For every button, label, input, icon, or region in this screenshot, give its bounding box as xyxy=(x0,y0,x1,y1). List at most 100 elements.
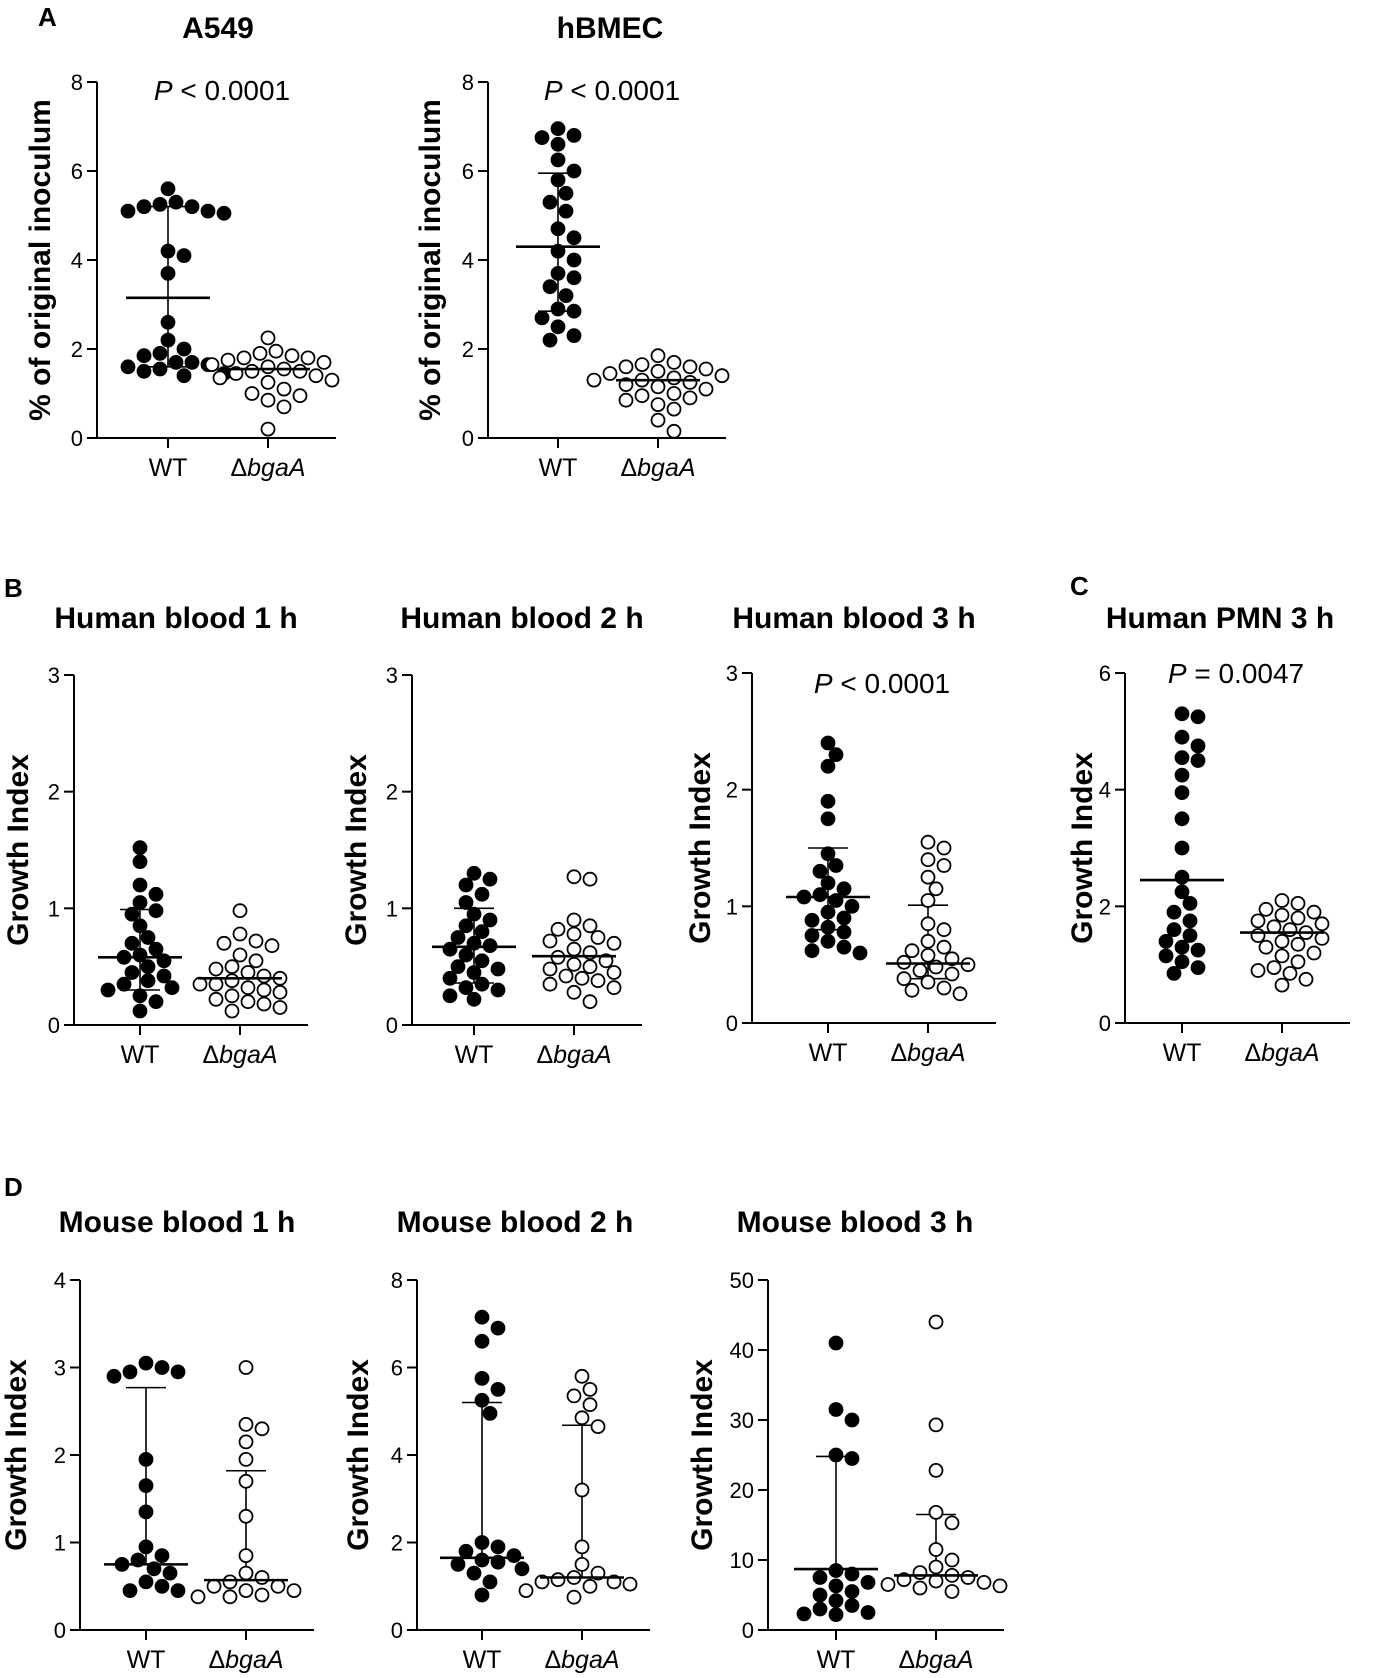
y-axis-label: % of original inoculum xyxy=(24,99,57,421)
data-point xyxy=(566,303,582,319)
data-point xyxy=(1174,884,1190,900)
data-point xyxy=(828,1447,844,1463)
data-point xyxy=(566,912,582,928)
data-point xyxy=(260,421,276,437)
data-point xyxy=(812,1587,828,1603)
data-point xyxy=(698,381,714,397)
data-point xyxy=(828,1563,844,1578)
data-point xyxy=(264,938,280,954)
data-point xyxy=(160,181,176,197)
y-tick-label: 8 xyxy=(71,70,83,95)
data-point xyxy=(566,941,582,957)
y-axis-label: Growth Index xyxy=(2,754,35,946)
data-point xyxy=(260,392,276,408)
y-tick-label: 30 xyxy=(730,1408,754,1433)
data-point xyxy=(1274,948,1290,964)
data-point xyxy=(474,1587,490,1603)
data-point xyxy=(222,1574,238,1590)
series-bgaa xyxy=(1240,893,1330,993)
data-point xyxy=(156,968,172,984)
data-point xyxy=(928,1417,944,1433)
chart-a549: A549 % of original inoculum 0 2 4 6 8 WT ΔbgaA P … xyxy=(24,12,340,482)
data-point xyxy=(162,1565,178,1581)
data-point xyxy=(176,368,192,384)
data-point xyxy=(1158,933,1174,949)
series-bgaa xyxy=(532,869,622,1010)
data-point xyxy=(324,372,340,388)
data-point xyxy=(586,372,602,388)
data-point xyxy=(828,1335,844,1351)
data-point xyxy=(184,354,200,370)
x-tick-label: ΔbgaA xyxy=(536,1041,611,1069)
data-point xyxy=(224,973,240,989)
data-point xyxy=(534,130,550,146)
series-bgaa xyxy=(190,1360,302,1605)
data-point xyxy=(896,971,912,987)
series-wt xyxy=(98,840,182,1019)
data-point xyxy=(566,1589,582,1605)
data-point xyxy=(1290,910,1306,926)
y-tick-label: 0 xyxy=(48,1013,60,1038)
data-point xyxy=(152,345,168,361)
data-point xyxy=(828,1607,844,1622)
data-point xyxy=(1306,904,1322,920)
data-point xyxy=(254,1570,270,1585)
data-point xyxy=(602,366,618,381)
x-tick-label: ΔbgaA xyxy=(620,454,695,482)
series-wt xyxy=(1140,706,1224,981)
data-point xyxy=(160,332,176,348)
data-point xyxy=(238,1508,254,1524)
y-axis-label: % of original inoculum xyxy=(414,99,447,421)
chart-hbmec: hBMEC % of original inoculum 0 2 4 6 8 WT ΔbgaA P… xyxy=(414,12,730,482)
y-tick-label: 4 xyxy=(391,1443,403,1468)
data-point xyxy=(1190,942,1206,958)
panel-label-d: D xyxy=(4,1172,23,1202)
data-point xyxy=(168,194,184,210)
data-point xyxy=(206,1578,222,1594)
data-point xyxy=(466,991,482,1007)
data-point xyxy=(566,1388,582,1404)
chart-pmn3: Human PMN 3 h Growth Index 0 2 4 6 WT ΔbgaA P = … xyxy=(1066,602,1350,1067)
data-point xyxy=(1182,896,1198,911)
data-point xyxy=(154,1578,170,1594)
y-tick-label: 3 xyxy=(54,1356,66,1381)
data-point xyxy=(474,976,490,992)
data-point xyxy=(936,840,952,856)
data-point xyxy=(650,348,666,364)
data-point xyxy=(140,973,156,989)
x-tick-label: ΔbgaA xyxy=(898,1646,973,1674)
y-tick-label: 2 xyxy=(386,780,398,805)
data-point xyxy=(844,1584,860,1599)
data-point xyxy=(820,793,836,809)
data-point xyxy=(138,1478,154,1493)
data-point xyxy=(140,959,156,975)
data-point xyxy=(558,185,574,201)
data-point xyxy=(474,924,490,940)
data-point xyxy=(574,1539,590,1555)
data-point xyxy=(238,1583,254,1598)
data-point xyxy=(232,947,248,963)
data-point xyxy=(904,943,920,959)
x-tick-label: ΔbgaA xyxy=(544,1646,619,1674)
data-point xyxy=(442,988,458,1004)
data-point xyxy=(566,230,582,246)
chart-title: Human blood 2 h xyxy=(400,602,643,635)
data-point xyxy=(132,947,148,963)
y-tick-label: 6 xyxy=(71,159,83,184)
data-point xyxy=(272,1000,288,1015)
data-point xyxy=(216,205,232,221)
p-symbol: P xyxy=(1168,658,1187,689)
chart-hb1: Human blood 1 h Growth Index 0 1 2 3 WT ΔbgaA xyxy=(2,602,308,1069)
y-tick-label: 4 xyxy=(54,1268,66,1293)
x-tick-label: WT xyxy=(809,1039,848,1067)
y-tick-label: 2 xyxy=(1099,894,1111,919)
x-tick-label: ΔbgaA xyxy=(890,1039,965,1067)
data-point xyxy=(106,1368,122,1384)
data-point xyxy=(160,243,176,259)
data-point xyxy=(514,1561,530,1577)
data-point xyxy=(566,127,582,143)
data-point xyxy=(820,735,836,751)
p-value-text: < 0.0001 xyxy=(563,75,681,106)
data-point xyxy=(490,982,506,998)
data-point xyxy=(208,961,224,977)
